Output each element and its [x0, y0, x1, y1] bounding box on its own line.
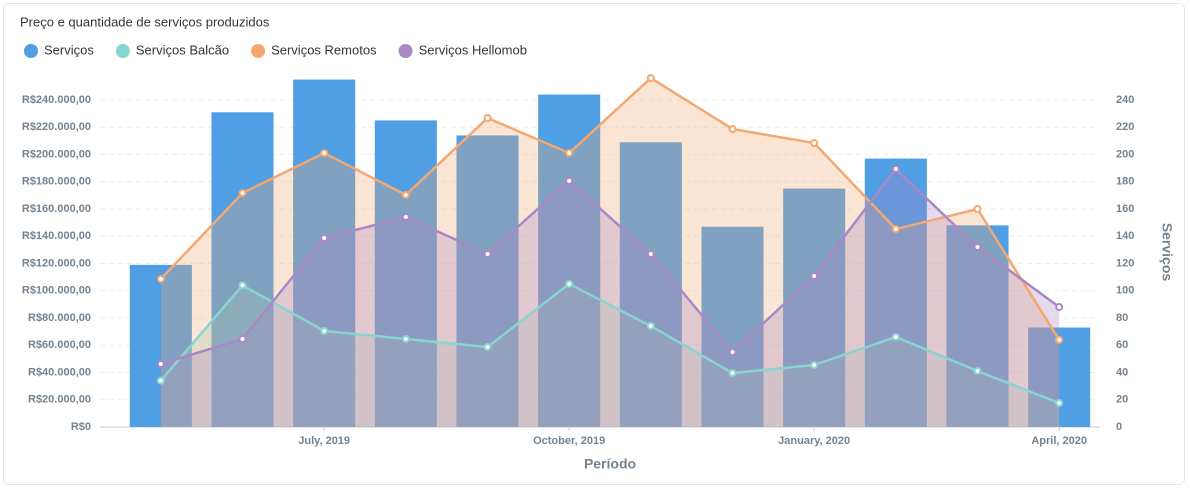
x-tick-label: October, 2019 [533, 435, 605, 447]
point [1055, 399, 1064, 408]
point [1055, 335, 1064, 344]
y2-tick-label: 80 [1116, 312, 1128, 324]
point [401, 334, 410, 343]
legend-marker [398, 44, 413, 58]
point [156, 275, 165, 284]
y-tick-label: R$240.000,00 [22, 94, 91, 106]
y-tick-label: R$20.000,00 [28, 394, 91, 406]
point [238, 334, 247, 343]
point [483, 343, 492, 352]
point [973, 367, 982, 376]
line [159, 76, 1061, 341]
point [483, 249, 492, 258]
bar [129, 264, 192, 427]
legend-marker [251, 44, 266, 58]
y2-tick-label: 160 [1116, 203, 1134, 215]
x-tick-label: April, 2020 [1031, 435, 1087, 447]
bar [293, 79, 356, 427]
legend-label: Serviços Remotos [271, 42, 377, 57]
card [3, 3, 1185, 485]
point [728, 125, 737, 134]
point [810, 272, 819, 281]
point [483, 113, 492, 122]
y2-tick-label: 100 [1116, 285, 1134, 297]
y-tick-label: R$40.000,00 [28, 366, 91, 378]
line [160, 167, 1060, 366]
point [891, 225, 900, 234]
y2-tick-label: 180 [1116, 176, 1134, 188]
point [238, 189, 247, 198]
x-axis-label: Período [584, 456, 636, 472]
point [646, 249, 655, 258]
y-tick-label: R$180.000,00 [22, 176, 91, 188]
bar [211, 112, 274, 427]
legend-label: Serviços [44, 42, 94, 57]
point [320, 234, 329, 243]
y2-tick-label: 240 [1116, 94, 1134, 106]
point [238, 281, 247, 290]
y2-tick-label: 120 [1116, 257, 1134, 269]
y-tick-label: R$60.000,00 [28, 339, 91, 351]
point [646, 74, 655, 83]
line [159, 282, 1060, 405]
point [891, 164, 900, 173]
point [565, 149, 574, 158]
y2-tick-label: 40 [1116, 366, 1128, 378]
point [401, 213, 410, 222]
y-tick-label: R$0 [71, 421, 91, 433]
y2-axis-label: Serviços [1159, 223, 1175, 282]
y2-tick-label: 60 [1116, 339, 1128, 351]
legend-label: Serviços Hellomob [419, 42, 527, 57]
y2-tick-label: 200 [1116, 148, 1134, 160]
point [728, 369, 737, 378]
point [320, 149, 329, 158]
y-tick-label: R$80.000,00 [28, 312, 91, 324]
y-tick-label: R$160.000,00 [22, 203, 91, 215]
point [156, 360, 165, 369]
point [810, 361, 819, 370]
point [565, 279, 574, 288]
chart-title: Preço e quantidade de serviços produzido… [20, 14, 270, 29]
x-tick-label: July, 2019 [298, 435, 350, 447]
bar [1028, 327, 1091, 427]
point [973, 205, 982, 213]
bar [619, 142, 682, 428]
y-tick-label: R$100.000,00 [22, 285, 91, 297]
legend-marker [24, 44, 38, 58]
legend-marker [115, 44, 130, 58]
point [891, 332, 900, 341]
point [646, 322, 655, 331]
bar [864, 158, 927, 427]
point [565, 176, 574, 185]
legend-label: Serviços Balcão [136, 42, 229, 57]
bar [783, 188, 846, 427]
x-tick-label: January, 2020 [778, 435, 850, 447]
y-tick-label: R$220.000,00 [22, 121, 91, 133]
area [160, 168, 1060, 427]
y-tick-label: R$140.000,00 [22, 230, 91, 242]
point [973, 243, 982, 252]
point [320, 326, 329, 335]
bar [456, 135, 519, 428]
y-tick-label: R$120.000,00 [22, 257, 91, 269]
y2-tick-label: 0 [1116, 421, 1122, 433]
point [728, 348, 737, 357]
y2-tick-label: 220 [1116, 121, 1134, 133]
point [401, 190, 410, 199]
point [156, 376, 165, 385]
y-tick-label: R$200.000,00 [22, 148, 91, 160]
y2-tick-label: 140 [1116, 230, 1134, 242]
bar [374, 120, 437, 427]
point [810, 139, 819, 148]
bar [946, 225, 1009, 427]
area [160, 283, 1060, 427]
point [1055, 302, 1064, 311]
y2-tick-label: 20 [1116, 394, 1128, 406]
